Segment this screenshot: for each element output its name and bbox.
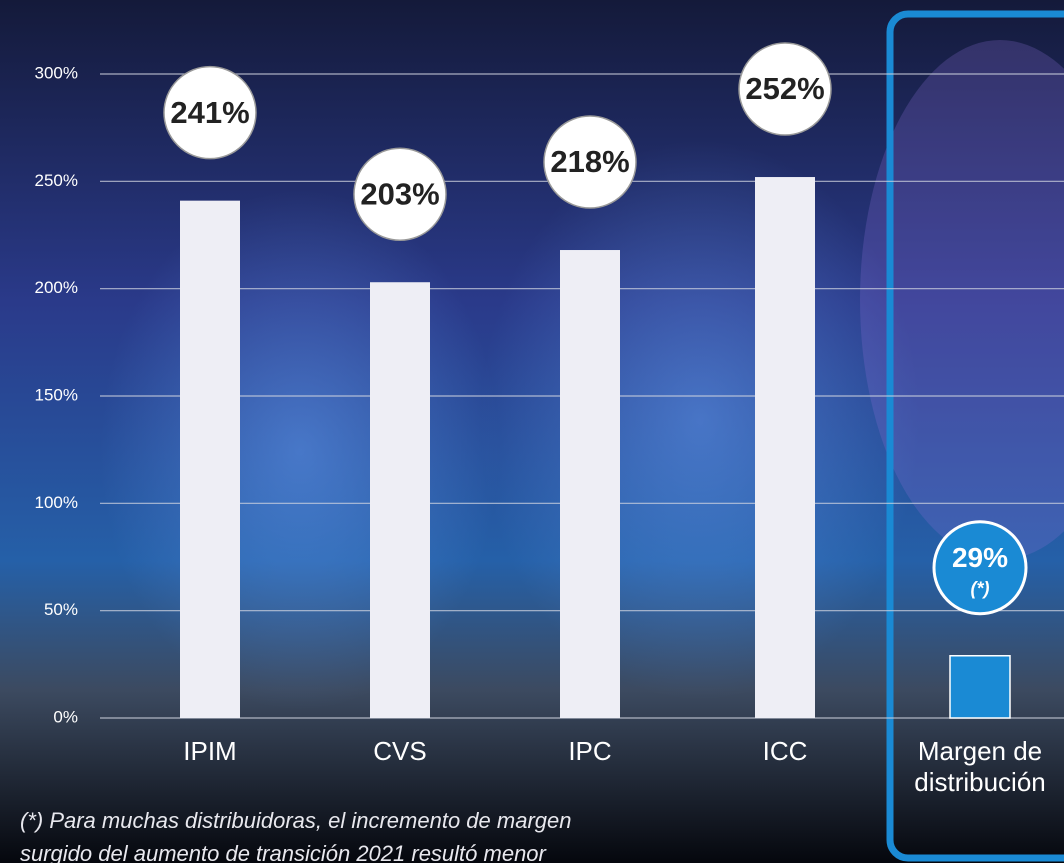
- x-tick-label: ICC: [690, 736, 880, 767]
- footnote: (*) Para muchas distribuidoras, el incre…: [20, 808, 571, 833]
- value-label: 29%: [952, 542, 1008, 573]
- y-tick-label: 50%: [44, 600, 78, 619]
- y-tick-label: 100%: [35, 493, 78, 512]
- y-tick-label: 150%: [35, 385, 78, 404]
- y-tick-label: 250%: [35, 171, 78, 190]
- bar: [755, 177, 815, 718]
- value-label: 218%: [550, 144, 629, 179]
- flame-glow: [100, 190, 500, 710]
- annotation: (*): [971, 578, 990, 598]
- value-label: 241%: [170, 95, 249, 130]
- bar: [370, 282, 430, 718]
- bar: [560, 250, 620, 718]
- footnote: surgido del aumento de transición 2021 r…: [20, 841, 548, 863]
- y-tick-label: 200%: [35, 278, 78, 297]
- bar: [180, 201, 240, 718]
- bar: [950, 656, 1010, 718]
- flame-glow: [480, 140, 920, 700]
- value-label: 252%: [745, 71, 824, 106]
- chart: 0% 50% 100% 150% 200% 250% 300% 241% 203% 218% 252…: [0, 0, 1064, 863]
- value-label: 203%: [360, 176, 439, 211]
- y-tick-label: 300%: [35, 63, 78, 82]
- y-tick-label: 0%: [53, 707, 78, 726]
- page: 0% 50% 100% 150% 200% 250% 300% 241% 203% 218% 252…: [0, 0, 1064, 863]
- x-tick-label: IPC: [495, 736, 685, 767]
- x-tick-label: Margen de distribución: [885, 736, 1064, 798]
- x-tick-label: CVS: [305, 736, 495, 767]
- x-tick-label: IPIM: [115, 736, 305, 767]
